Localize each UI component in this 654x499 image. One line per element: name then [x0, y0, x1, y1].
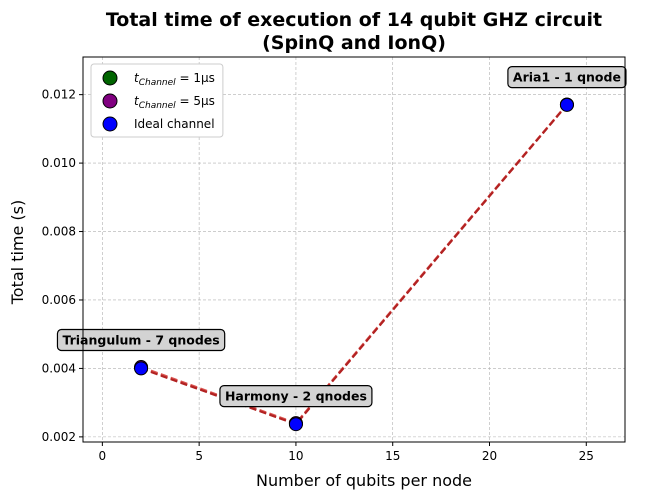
series-lines: [140, 103, 568, 426]
legend-marker-2: [102, 116, 118, 132]
legend-label-1: tChannel = 5μs: [134, 94, 215, 111]
x-tick-label: 20: [482, 449, 497, 463]
annotations: Triangulum - 7 qnodes Harmony - 2 qnodes A…: [56, 66, 627, 408]
annotation-box: [507, 66, 627, 89]
annotation-label: Triangulum - 7 qnodes: [62, 332, 219, 347]
x-tick-label: 15: [385, 449, 400, 463]
legend: tChannel = 1μs tChannel = 5μs Ideal channe…: [90, 63, 224, 138]
series-line-0: [140, 103, 568, 426]
legend-frame: [90, 63, 224, 138]
series-points: [134, 97, 574, 432]
x-tick-label: 0: [99, 449, 107, 463]
legend-label-2: Ideal channel: [134, 117, 215, 131]
x-axis-label: Number of qubits per node: [256, 471, 472, 490]
annotation-2: Aria1 - 1 qnode: [507, 66, 627, 89]
y-tick-label: 0.008: [42, 225, 76, 239]
y-axis-label: Total time (s): [8, 200, 27, 306]
annotation-1: Harmony - 2 qnodes: [219, 384, 373, 408]
legend-marker-0: [102, 70, 118, 86]
chart-title: Total time of execution of 14 qubit GHZ …: [106, 9, 602, 31]
x-tick-label: 5: [195, 449, 203, 463]
plot-frame: [82, 56, 626, 443]
x-tick-label: 10: [288, 449, 303, 463]
annotation-label: Aria1 - 1 qnode: [513, 70, 621, 85]
y-tick-label: 0.002: [42, 430, 76, 444]
grid-layer: [83, 57, 625, 442]
series-line-1: [140, 103, 568, 425]
annotation-box: [219, 384, 373, 408]
data-point-series-2: [559, 97, 574, 112]
legend-marker-1: [102, 93, 118, 109]
chart-title-subtitle: (SpinQ and IonQ): [262, 32, 446, 54]
y-tick-label: 0.004: [42, 361, 76, 375]
annotation-box: [56, 328, 226, 352]
axis-ticks: 0 5 10 15 20 25 0.002 0.004 0.006 0.008 0.010 0.012: [42, 88, 594, 463]
y-tick-label: 0.012: [42, 88, 76, 102]
annotation-label: Harmony - 2 qnodes: [225, 389, 367, 404]
annotation-0: Triangulum - 7 qnodes: [56, 328, 226, 352]
y-tick-label: 0.006: [42, 293, 76, 307]
y-tick-label: 0.010: [42, 156, 76, 170]
series-line-2: [140, 104, 568, 426]
data-point-series-2: [134, 361, 149, 376]
data-point-series-2: [288, 417, 303, 432]
legend-label-0: tChannel = 1μs: [134, 71, 215, 88]
x-tick-label: 25: [579, 449, 594, 463]
